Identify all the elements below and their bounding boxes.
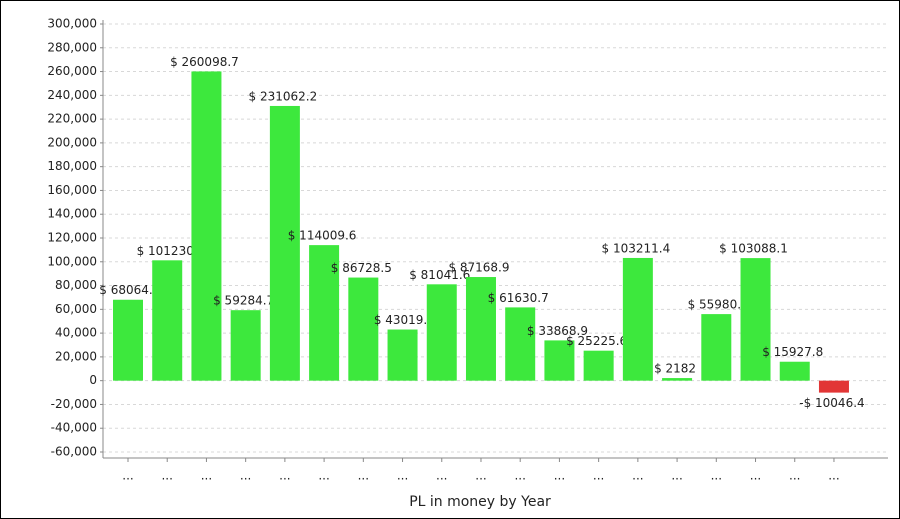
bar — [465, 277, 496, 381]
x-tick-label: ... — [279, 469, 290, 483]
value-label: $ 81041.6 — [409, 268, 470, 282]
x-tick-label: ... — [554, 469, 565, 483]
bar — [269, 105, 300, 381]
x-tick-label: ... — [711, 469, 722, 483]
bar — [113, 299, 143, 381]
y-tick-label: 40,000 — [55, 326, 97, 340]
bar — [387, 329, 418, 381]
x-tick-label: ... — [161, 469, 172, 483]
value-label: $ 103088.1 — [719, 242, 788, 256]
value-label: $ 103211.4 — [602, 241, 671, 255]
y-tick-label: 180,000 — [47, 159, 97, 173]
value-label: $ 33868.9 — [527, 324, 588, 338]
y-tick-label: 140,000 — [47, 207, 97, 221]
x-tick-label: ... — [201, 469, 212, 483]
bar — [818, 380, 849, 393]
x-tick-label: ... — [671, 469, 682, 483]
x-tick-label: ... — [514, 469, 525, 483]
bar — [309, 245, 340, 381]
bar — [152, 260, 183, 381]
y-tick-label: 160,000 — [47, 183, 97, 197]
bar — [622, 257, 653, 381]
value-label: $ 43019. — [374, 313, 427, 327]
y-tick-label: 260,000 — [47, 64, 97, 78]
bar — [505, 307, 536, 381]
x-tick-label: ... — [318, 469, 329, 483]
y-tick-label: -40,000 — [51, 421, 97, 435]
y-tick-label: 220,000 — [47, 112, 97, 126]
y-tick-label: 280,000 — [47, 40, 97, 54]
y-tick-label: 100,000 — [47, 254, 97, 268]
value-label: $ 59284.7 — [213, 294, 274, 308]
value-label: $ 114009.6 — [288, 229, 357, 243]
x-tick-label: ... — [122, 469, 133, 483]
value-label: -$ 10046.4 — [799, 396, 864, 410]
bar — [583, 350, 614, 381]
value-label: $ 87168.9 — [448, 261, 509, 275]
y-tick-label: -60,000 — [51, 445, 97, 459]
x-tick-label: ... — [475, 469, 486, 483]
bar — [348, 277, 379, 381]
y-tick-label: 80,000 — [55, 278, 97, 292]
x-tick-label: ... — [750, 469, 761, 483]
x-tick-label: ... — [358, 469, 369, 483]
value-label: $ 55980. — [688, 298, 741, 312]
y-tick-label: 120,000 — [47, 231, 97, 245]
x-tick-label: ... — [632, 469, 643, 483]
value-label: $ 2182 — [654, 362, 696, 376]
bar — [544, 340, 575, 381]
y-tick-label: 200,000 — [47, 135, 97, 149]
y-tick-label: 60,000 — [55, 302, 97, 316]
y-tick-label: 0 — [89, 373, 97, 387]
y-tick-label: 20,000 — [55, 349, 97, 363]
value-label: $ 68064. — [99, 283, 152, 297]
value-label: $ 25225.6 — [566, 334, 627, 348]
bar — [662, 378, 693, 381]
bar — [740, 258, 771, 381]
x-tick-label: ... — [828, 469, 839, 483]
value-label: $ 260098.7 — [170, 55, 239, 69]
value-label: $ 101230 — [137, 244, 194, 258]
bar — [230, 310, 261, 381]
y-tick-label: -20,000 — [51, 397, 97, 411]
bar — [191, 71, 222, 381]
x-tick-label: ... — [789, 469, 800, 483]
x-tick-label: ... — [240, 469, 251, 483]
value-label: $ 61630.7 — [488, 291, 549, 305]
y-tick-label: 300,000 — [47, 17, 97, 31]
value-label: $ 86728.5 — [331, 261, 392, 275]
bar — [426, 284, 457, 381]
x-tick-label: ... — [436, 469, 447, 483]
bar — [701, 314, 732, 381]
x-tick-label: ... — [593, 469, 604, 483]
x-axis-title: PL in money by Year — [409, 494, 551, 510]
value-label: $ 231062.2 — [249, 89, 318, 103]
y-tick-label: 240,000 — [47, 88, 97, 102]
value-label: $ 15927.8 — [762, 345, 823, 359]
x-tick-label: ... — [397, 469, 408, 483]
bar — [779, 361, 810, 381]
